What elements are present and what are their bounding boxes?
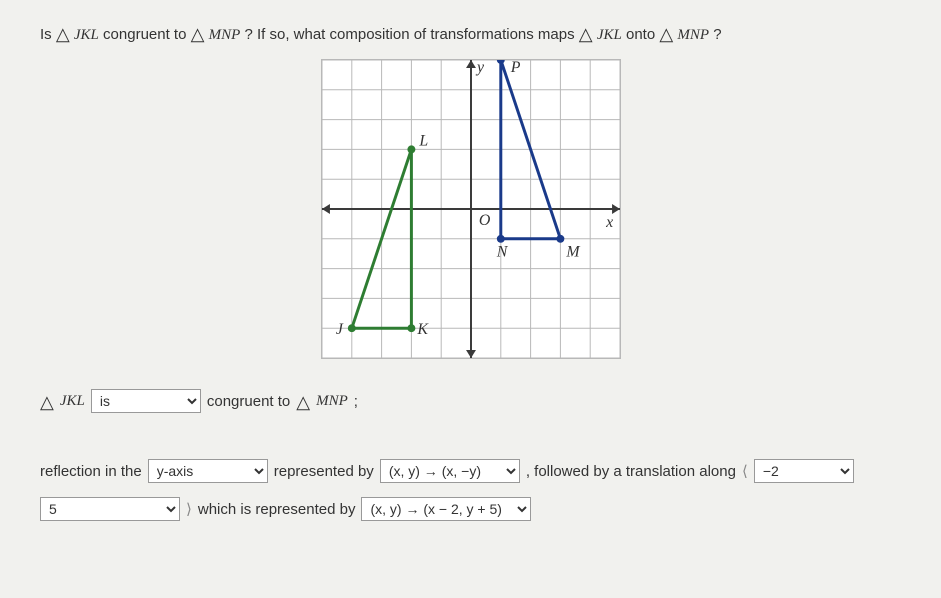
svg-text:J: J bbox=[335, 321, 343, 338]
followed-text: , followed by a translation along bbox=[526, 463, 736, 480]
q-tri2: MNP bbox=[209, 27, 241, 43]
answer-line-1: △ JKL is congruent to △ MNP ; bbox=[40, 389, 901, 413]
vector-open-paren: ⟨ bbox=[742, 462, 748, 480]
congruent-text: congruent to bbox=[207, 393, 290, 410]
congruent-select[interactable]: is bbox=[91, 389, 201, 413]
semicolon: ; bbox=[354, 393, 358, 410]
svg-text:M: M bbox=[565, 244, 580, 261]
q-tri1: JKL bbox=[74, 27, 99, 43]
svg-text:x: x bbox=[605, 214, 613, 231]
svg-text:L: L bbox=[418, 132, 428, 149]
svg-text:K: K bbox=[416, 321, 429, 338]
represented-by-text: represented by bbox=[274, 463, 374, 480]
vector-b-select[interactable]: 5 bbox=[40, 497, 180, 521]
vector-a-select[interactable]: −2 bbox=[754, 459, 854, 483]
triangle-glyph: △ bbox=[40, 392, 54, 413]
q-mid3: onto bbox=[626, 26, 659, 43]
triangle-glyph: △ bbox=[191, 24, 205, 44]
triangle-glyph: △ bbox=[296, 392, 310, 413]
triangle-glyph: △ bbox=[579, 24, 593, 44]
axis-select[interactable]: y-axis bbox=[148, 459, 268, 483]
q-tri4: MNP bbox=[677, 27, 709, 43]
reflection-prefix: reflection in the bbox=[40, 463, 142, 480]
triangle-glyph: △ bbox=[659, 24, 673, 44]
answer-line-2: reflection in the y-axis represented by … bbox=[40, 459, 901, 483]
triangle-glyph: △ bbox=[56, 24, 70, 44]
coordinate-graph: Ox y J K L N M P bbox=[321, 59, 621, 359]
ans-tri2: MNP bbox=[316, 393, 348, 410]
svg-text:O: O bbox=[478, 212, 490, 229]
rule1-select[interactable]: (x, y) → (x, −y) bbox=[380, 459, 520, 483]
q-mid2: ? If so, what composition of transformat… bbox=[244, 26, 578, 43]
ans-tri1: JKL bbox=[60, 393, 85, 410]
svg-text:y: y bbox=[474, 59, 484, 76]
rule2-select[interactable]: (x, y) → (x − 2, y + 5) bbox=[361, 497, 531, 521]
vector-close-paren: ⟩ bbox=[186, 500, 192, 518]
graph-container: Ox y J K L N M P bbox=[40, 59, 901, 359]
question-text: Is △ JKL congruent to △ MNP ? If so, wha… bbox=[40, 20, 901, 47]
svg-text:N: N bbox=[495, 244, 508, 261]
q-tri3: JKL bbox=[597, 27, 622, 43]
answer-line-3: 5 ⟩ which is represented by (x, y) → (x … bbox=[40, 497, 901, 521]
which-rep-text: which is represented by bbox=[198, 501, 356, 518]
svg-text:P: P bbox=[509, 59, 520, 76]
q-prefix: Is bbox=[40, 26, 56, 43]
q-mid1: congruent to bbox=[103, 26, 191, 43]
q-suffix: ? bbox=[713, 26, 721, 43]
